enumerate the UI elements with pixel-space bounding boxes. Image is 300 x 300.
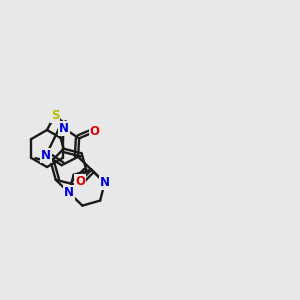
- Text: O: O: [90, 125, 100, 138]
- Text: S: S: [51, 109, 59, 122]
- Text: N: N: [58, 122, 69, 135]
- Text: N: N: [100, 176, 110, 189]
- Text: N: N: [64, 186, 74, 199]
- Text: N: N: [41, 148, 51, 162]
- Text: O: O: [75, 175, 85, 188]
